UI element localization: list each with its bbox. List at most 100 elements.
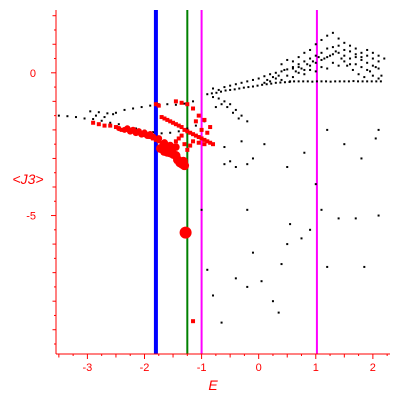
data-point	[200, 208, 203, 211]
data-point	[297, 66, 300, 69]
data-point	[309, 57, 312, 60]
data-point	[117, 123, 120, 126]
data-point	[283, 68, 286, 71]
data-point	[277, 311, 280, 314]
data-point	[108, 123, 113, 128]
data-point	[346, 64, 349, 67]
data-point	[246, 285, 249, 288]
data-point	[360, 58, 363, 61]
data-point	[141, 129, 148, 136]
data-point	[374, 137, 377, 140]
data-point	[323, 57, 326, 60]
data-point	[251, 85, 254, 88]
data-point	[380, 74, 383, 77]
data-point	[371, 64, 374, 67]
data-point	[354, 217, 357, 220]
data-point	[320, 38, 323, 41]
data-point	[366, 68, 369, 71]
data-point	[199, 136, 204, 141]
data-point	[314, 43, 317, 46]
data-point	[169, 131, 172, 134]
data-point	[240, 140, 243, 143]
data-point	[337, 51, 340, 54]
data-point	[234, 108, 237, 111]
data-point	[349, 57, 352, 60]
data-point	[242, 86, 245, 89]
data-point	[257, 77, 260, 80]
data-point	[320, 80, 323, 83]
data-point	[173, 99, 178, 104]
data-point	[246, 80, 249, 83]
data-point	[185, 129, 190, 134]
data-point	[338, 80, 341, 83]
data-point	[286, 68, 289, 71]
x-tick-label: 0	[256, 362, 262, 374]
data-point	[229, 88, 232, 91]
data-point	[149, 104, 152, 107]
data-point	[300, 237, 303, 240]
data-point	[314, 183, 317, 186]
data-point	[147, 130, 154, 138]
data-point	[352, 80, 355, 83]
data-point	[343, 80, 346, 83]
data-point	[377, 128, 380, 131]
data-point	[159, 115, 164, 120]
data-point	[229, 103, 232, 106]
data-point	[205, 139, 210, 144]
data-point	[238, 87, 241, 90]
data-point	[309, 228, 312, 231]
data-point	[366, 80, 369, 83]
data-point	[182, 142, 187, 147]
data-point	[351, 68, 354, 71]
data-point	[182, 127, 187, 132]
data-point	[377, 67, 380, 70]
data-point	[320, 208, 323, 211]
data-point	[177, 130, 180, 133]
data-point	[374, 66, 377, 69]
data-point	[331, 46, 334, 49]
data-point	[229, 160, 232, 163]
data-point	[343, 41, 346, 44]
data-point	[206, 93, 209, 96]
data-point	[112, 113, 115, 116]
data-point	[74, 116, 77, 119]
data-point	[331, 31, 334, 34]
data-point	[357, 73, 360, 76]
data-point	[191, 139, 196, 144]
data-point	[233, 88, 236, 91]
data-point	[306, 63, 309, 66]
data-point	[360, 66, 363, 69]
data-point	[297, 71, 300, 74]
y-tick-label: -5	[26, 211, 36, 223]
data-point	[337, 64, 340, 67]
data-point	[279, 81, 282, 84]
data-point	[314, 54, 317, 57]
data-point	[317, 56, 320, 59]
data-point	[349, 50, 352, 53]
data-point	[57, 114, 60, 117]
y-axis-title: <J3>	[12, 171, 43, 187]
data-point	[337, 217, 340, 220]
data-point	[188, 143, 193, 148]
data-point	[212, 294, 215, 297]
data-point	[220, 90, 223, 93]
data-point	[291, 66, 294, 69]
x-axis-title: E	[208, 377, 218, 393]
data-point	[320, 51, 323, 54]
data-point	[162, 116, 167, 121]
data-point	[171, 120, 176, 125]
data-point	[320, 66, 323, 69]
data-point	[66, 115, 69, 118]
data-point	[91, 120, 96, 125]
data-point	[202, 117, 207, 122]
data-point	[106, 112, 109, 115]
data-point	[166, 103, 169, 106]
data-point	[160, 132, 163, 135]
data-point	[215, 91, 218, 94]
data-point	[369, 70, 372, 73]
data-point	[193, 133, 198, 138]
data-point	[294, 70, 297, 73]
data-point	[360, 51, 363, 54]
data-point	[280, 78, 283, 81]
data-point	[363, 76, 366, 79]
